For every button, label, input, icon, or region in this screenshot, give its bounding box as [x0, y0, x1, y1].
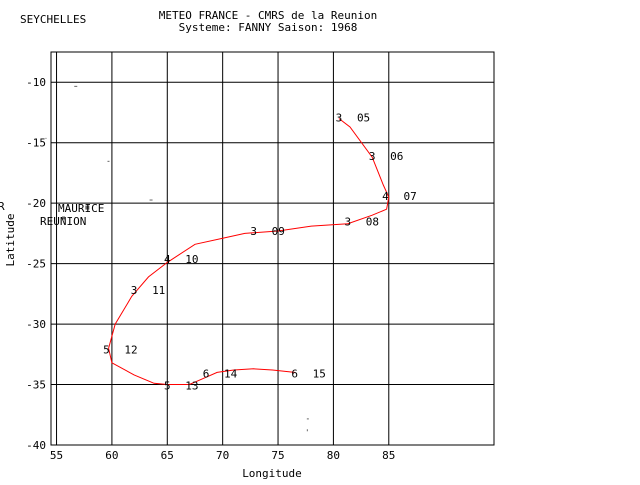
- island-speck: [306, 418, 309, 420]
- x-axis-ticks: 55 60 65 70 75 80 85: [50, 449, 396, 462]
- seychelles-label: SEYCHELLES: [20, 13, 86, 26]
- plot-frame: [50, 51, 495, 446]
- intensity-label: 4: [164, 253, 171, 266]
- island-speck: [85, 205, 90, 210]
- intensity-label: 4: [382, 190, 389, 203]
- y-tick-label: -10: [26, 76, 46, 89]
- y-tick-label: -15: [26, 137, 46, 150]
- intensity-label: 3: [131, 284, 138, 297]
- day-label: 07: [403, 190, 416, 203]
- y-tick-label: -30: [26, 318, 46, 331]
- stray-axis-mark: R: [0, 200, 5, 213]
- day-label: 08: [366, 215, 379, 228]
- day-label: 14: [224, 368, 238, 381]
- y-axis-ticks: -10 -15 -20 -25 -30 -35 -40: [26, 76, 46, 452]
- y-tick-label: -35: [26, 379, 46, 392]
- island-speck: [74, 85, 78, 87]
- mauritius-label: MAURICE: [58, 202, 104, 215]
- x-tick-label: 80: [327, 449, 340, 462]
- track-series: [108, 118, 390, 385]
- island-speck: [45, 137, 47, 139]
- x-tick-label: 55: [50, 449, 63, 462]
- day-label: 11: [152, 284, 165, 297]
- y-axis-label: Latitude: [4, 214, 17, 267]
- intensity-label: 5: [103, 343, 110, 356]
- intensity-label: 3: [250, 225, 257, 238]
- day-label: 10: [185, 253, 198, 266]
- intensity-label: 3: [336, 111, 343, 124]
- island-speck: [62, 216, 66, 220]
- day-label: 05: [357, 111, 370, 124]
- intensity-label: 3: [369, 150, 376, 163]
- x-tick-label: 75: [271, 449, 284, 462]
- x-tick-label: 60: [105, 449, 118, 462]
- day-label: 09: [272, 225, 285, 238]
- y-tick-label: -40: [26, 439, 46, 452]
- day-label: 06: [390, 150, 403, 163]
- intensity-label: 5: [164, 380, 171, 393]
- day-label: 12: [124, 343, 137, 356]
- position-labels: 3 05 3 06 4 07 3 08 3 09 4 10 3 11 5 12 5 13 6 14 6 15: [103, 111, 417, 392]
- chart-title: METEO FRANCE - CMRS de la Reunion: [159, 9, 378, 22]
- track-line: [108, 118, 390, 385]
- y-tick-label: -25: [26, 258, 46, 271]
- y-tick-label: -20: [26, 197, 46, 210]
- x-tick-label: 70: [216, 449, 229, 462]
- day-label: 15: [313, 368, 326, 381]
- intensity-label: 6: [203, 368, 210, 381]
- day-label: 13: [185, 380, 198, 393]
- intensity-label: 3: [344, 215, 351, 228]
- reunion-label: REUNION: [40, 215, 86, 228]
- x-axis-label: Longitude: [242, 467, 302, 480]
- land-specks: [45, 85, 309, 432]
- intensity-label: 6: [291, 368, 298, 381]
- island-speck: [306, 429, 308, 432]
- chart-subtitle: Systeme: FANNY Saison: 1968: [179, 21, 358, 34]
- x-tick-label: 65: [161, 449, 174, 462]
- x-tick-label: 85: [382, 449, 395, 462]
- island-speck: [107, 160, 110, 162]
- grid: [51, 52, 494, 446]
- island-speck: [149, 199, 153, 201]
